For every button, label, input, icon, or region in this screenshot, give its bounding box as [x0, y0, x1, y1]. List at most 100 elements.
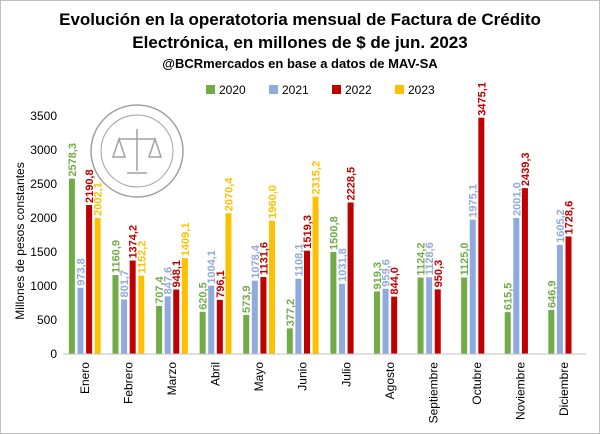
bar-2020-diciembre	[548, 310, 555, 354]
legend-label-2022: 2022	[345, 83, 372, 97]
bar-2021-septiembre	[426, 277, 433, 354]
bar-2021-octubre	[469, 219, 476, 354]
bar-2021-junio	[295, 278, 302, 354]
bar-2022-junio	[304, 250, 311, 354]
bar-2023-junio	[312, 196, 319, 354]
data-label-2022-septiembre: 950,3	[433, 260, 445, 288]
data-label-2021-octubre: 1975,1	[468, 184, 480, 218]
x-tick-label-abril: Abril	[209, 362, 223, 386]
bar-2020-mayo	[243, 314, 250, 354]
data-label-2021-enero: 973,8	[75, 258, 87, 286]
x-tick-label-mayo: Mayo	[252, 362, 266, 392]
data-label-2020-mayo: 573,9	[241, 285, 253, 313]
data-label-2020-marzo: 707,4	[154, 275, 166, 303]
bar-2022-julio	[347, 202, 354, 354]
data-label-2021-junio: 1108,1	[293, 244, 305, 277]
bar-2020-enero	[68, 178, 75, 354]
data-label-2022-febrero: 1374,2	[128, 225, 140, 259]
data-label-2022-abril: 796,1	[215, 270, 227, 298]
legend: 2020 2021 2022 2023	[206, 83, 435, 97]
data-label-2020-enero: 2578,3	[67, 143, 79, 177]
x-tick-label-enero: Enero	[78, 362, 92, 394]
data-label-2021-diciembre: 1605,2	[555, 209, 567, 243]
x-tick-label-diciembre: Diciembre	[557, 362, 571, 416]
bar-2023-febrero	[138, 275, 145, 354]
data-label-2023-junio: 2315,2	[311, 161, 323, 195]
data-label-2022-julio: 2228,5	[346, 167, 358, 201]
bar-2022-febrero	[129, 260, 136, 354]
y-tick-label: 2500	[30, 177, 57, 191]
y-tick-label: 500	[37, 313, 57, 327]
data-label-2020-diciembre: 646,9	[546, 280, 558, 308]
bar-2023-mayo	[269, 220, 276, 354]
x-tick-label-noviembre: Noviembre	[514, 362, 528, 420]
x-tick-label-febrero: Febrero	[121, 362, 135, 404]
bars-group	[68, 117, 572, 354]
y-tick-label: 0	[50, 347, 57, 361]
chart-title-line1: Evolución en la operatotoria mensual de …	[59, 10, 541, 29]
bar-2020-noviembre	[504, 312, 511, 354]
bar-2023-marzo	[181, 258, 188, 354]
y-tick-label: 3000	[30, 143, 57, 157]
legend-swatch-2020	[206, 85, 215, 94]
data-label-2022-agosto: 844,0	[389, 267, 401, 295]
x-axis: Enero Febrero Marzo Abril Mayo Junio Julio Agos…	[63, 353, 586, 424]
y-tick-label: 1000	[30, 279, 57, 293]
data-label-2023-marzo: 1409,1	[180, 223, 192, 257]
data-label-2020-julio: 1500,8	[328, 216, 340, 250]
data-label-2022-noviembre: 2439,3	[520, 152, 532, 186]
data-label-2023-abril: 2070,4	[223, 177, 235, 212]
y-axis-label: Millones de pesos constantes	[13, 162, 27, 319]
bar-2022-septiembre	[434, 289, 441, 354]
x-tick-label-marzo: Marzo	[165, 362, 179, 396]
bar-2021-febrero	[121, 299, 128, 354]
bar-2021-noviembre	[513, 217, 520, 354]
legend-label-2021: 2021	[282, 83, 309, 97]
bar-2022-octubre	[478, 117, 485, 354]
bar-2023-enero	[94, 217, 101, 354]
bar-2022-diciembre	[565, 236, 572, 354]
bar-2022-noviembre	[521, 188, 528, 354]
x-tick-label-junio: Junio	[296, 362, 310, 391]
bar-2023-abril	[225, 213, 232, 354]
data-label-2022-octubre: 3475,1	[476, 82, 488, 116]
legend-label-2023: 2023	[408, 83, 435, 97]
bar-2020-abril	[199, 311, 206, 354]
data-label-2021-febrero: 801,7	[119, 270, 131, 298]
bar-2022-marzo	[173, 289, 180, 354]
data-label-2021-abril: 1004,1	[206, 250, 218, 284]
data-label-2022-enero: 2190,8	[84, 169, 96, 203]
data-label-2022-junio: 1519,3	[302, 215, 314, 249]
bar-2020-febrero	[112, 275, 119, 354]
data-label-2021-julio: 1031,8	[337, 248, 349, 282]
chart-title-line2: Electrónica, en millones de $ de jun. 20…	[132, 33, 467, 52]
chart-subtitle: @BCRmercados en base a datos de MAV-SA	[162, 56, 438, 71]
y-tick-label: 3500	[30, 109, 57, 123]
bar-2021-agosto	[382, 288, 389, 354]
bar-2020-julio	[330, 251, 337, 354]
data-label-2020-junio: 377,2	[285, 299, 297, 327]
data-label-2021-mayo: 1078,4	[250, 244, 262, 279]
bar-2021-julio	[338, 283, 345, 354]
logo-seal	[90, 104, 184, 198]
bar-2021-marzo	[164, 296, 171, 354]
bar-2020-agosto	[373, 291, 380, 354]
data-label-2021-agosto: 959,6	[381, 259, 393, 287]
x-tick-label-agosto: Agosto	[383, 362, 397, 400]
data-label-2021-marzo: 847,6	[163, 267, 175, 295]
bar-2021-abril	[208, 285, 215, 354]
data-label-2020-febrero: 1160,9	[110, 240, 122, 273]
y-axis: 0 500 1000 1500 2000 2500 3000 3500	[30, 109, 57, 361]
bar-2021-mayo	[251, 280, 258, 354]
bar-2022-abril	[216, 299, 223, 354]
data-label-2022-marzo: 948,1	[171, 260, 183, 288]
y-tick-label: 2000	[30, 211, 57, 225]
data-label-2020-agosto: 919,3	[372, 262, 384, 290]
data-label-2022-diciembre: 1728,6	[564, 201, 576, 235]
x-tick-label-septiembre: Septiembre	[426, 362, 440, 424]
data-label-2020-septiembre: 1124,2	[416, 243, 428, 276]
data-label-2023-mayo: 1960,0	[267, 185, 279, 219]
y-tick-label: 1500	[30, 245, 57, 259]
